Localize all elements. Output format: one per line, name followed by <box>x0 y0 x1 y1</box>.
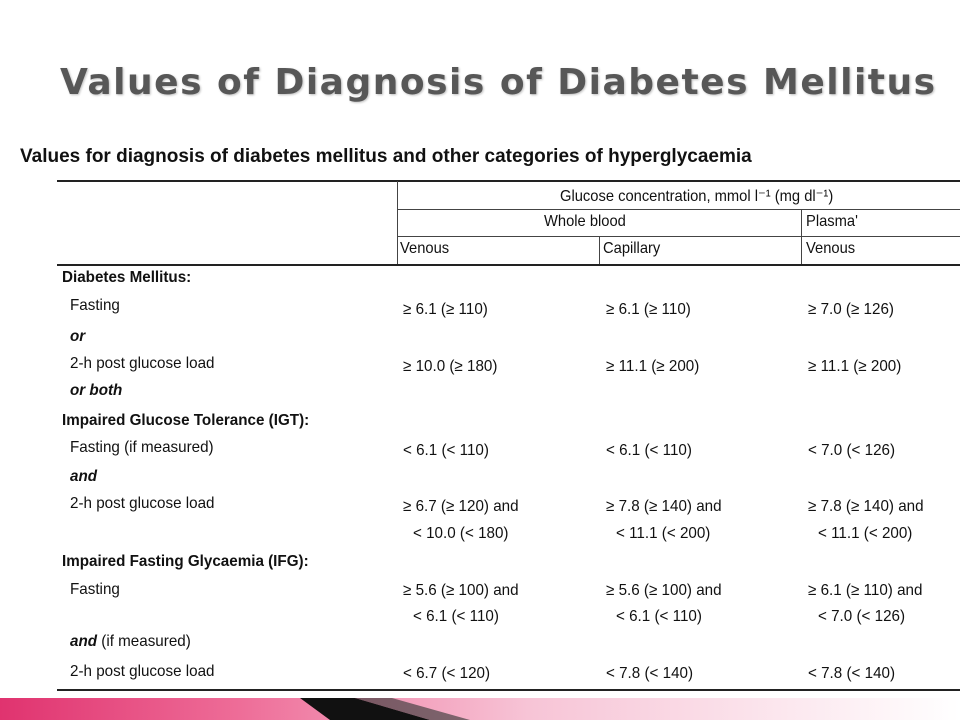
connector-and-ifg: and <box>70 633 98 650</box>
cell-igt-2h-plasma-line1: ≥ 7.8 (≥ 140) and <box>808 498 924 515</box>
row-label-ifg-2h: 2-h post glucose load <box>70 663 215 680</box>
header-rule-2 <box>397 236 960 237</box>
cell-igt-fasting-capillary: < 6.1 (< 110) <box>606 442 692 459</box>
header-capillary: Capillary <box>603 240 661 257</box>
connector-or-both: or both <box>70 382 123 399</box>
row-label-igt-2h: 2-h post glucose load <box>70 495 215 512</box>
cell-dm-2h-venous: ≥ 10.0 (≥ 180) <box>403 358 498 375</box>
cell-igt-fasting-venous: < 6.1 (< 110) <box>403 442 489 459</box>
header-vrule-3 <box>801 210 802 264</box>
cell-igt-2h-capillary-line1: ≥ 7.8 (≥ 140) and <box>606 498 722 515</box>
cell-igt-fasting-plasma: < 7.0 (< 126) <box>808 442 896 459</box>
bottom-bar-grey-wedge <box>355 698 470 720</box>
cell-igt-2h-capillary-line2: < 11.1 (< 200) <box>616 525 711 542</box>
connector-or: or <box>70 328 86 345</box>
header-venous-plasma: Venous <box>806 240 856 257</box>
cell-igt-2h-venous-line1: ≥ 6.7 (≥ 120) and <box>403 498 519 515</box>
bottom-bar-black-wedge <box>300 698 430 720</box>
table-bottom-rule <box>57 689 960 691</box>
cell-dm-2h-plasma: ≥ 11.1 (≥ 200) <box>808 358 902 375</box>
category-diabetes-mellitus: Diabetes Mellitus: <box>62 269 192 286</box>
header-vrule-2 <box>599 237 600 264</box>
header-bottom-rule <box>57 264 960 266</box>
cell-ifg-fasting-capillary-line2: < 6.1 (< 110) <box>616 608 702 625</box>
cell-dm-fasting-venous: ≥ 6.1 (≥ 110) <box>403 301 488 318</box>
if-measured-note: (if measured) <box>97 633 191 650</box>
bottom-bar-pink-gradient <box>0 698 960 720</box>
decorative-bottom-bar <box>0 698 960 720</box>
cell-ifg-2h-capillary: < 7.8 (< 140) <box>606 665 694 682</box>
slide-title: Values of Diagnosis of Diabetes Mellitus <box>60 62 937 103</box>
cell-ifg-fasting-capillary-line1: ≥ 5.6 (≥ 100) and <box>606 582 722 599</box>
row-label-dm-fasting: Fasting <box>70 297 120 314</box>
cell-ifg-fasting-plasma-line1: ≥ 6.1 (≥ 110) and <box>808 582 923 599</box>
cell-ifg-fasting-plasma-line2: < 7.0 (< 126) <box>818 608 906 625</box>
cell-dm-fasting-plasma: ≥ 7.0 (≥ 126) <box>808 301 894 318</box>
cell-ifg-2h-plasma: < 7.8 (< 140) <box>808 665 896 682</box>
cell-igt-2h-plasma-line2: < 11.1 (< 200) <box>818 525 913 542</box>
cell-dm-2h-capillary: ≥ 11.1 (≥ 200) <box>606 358 700 375</box>
connector-and-igt: and <box>70 468 98 485</box>
cell-ifg-2h-venous: < 6.7 (< 120) <box>403 665 491 682</box>
header-glucose-concentration: Glucose concentration, mmol l⁻¹ (mg dl⁻¹… <box>560 188 834 205</box>
row-label-ifg-fasting: Fasting <box>70 581 120 598</box>
cell-ifg-fasting-venous-line2: < 6.1 (< 110) <box>413 608 499 625</box>
row-label-igt-fasting: Fasting (if measured) <box>70 439 214 456</box>
header-vrule-1 <box>397 181 398 264</box>
cell-ifg-fasting-venous-line1: ≥ 5.6 (≥ 100) and <box>403 582 519 599</box>
header-venous-whole-blood: Venous <box>400 240 450 257</box>
category-ifg: Impaired Fasting Glycaemia (IFG): <box>62 553 309 570</box>
header-whole-blood: Whole blood <box>544 213 626 230</box>
table-caption: Values for diagnosis of diabetes mellitu… <box>20 146 752 167</box>
header-rule-1 <box>397 209 960 210</box>
row-label-dm-2h: 2-h post glucose load <box>70 355 215 372</box>
cell-dm-fasting-capillary: ≥ 6.1 (≥ 110) <box>606 301 691 318</box>
table-top-rule <box>57 180 960 182</box>
cell-igt-2h-venous-line2: < 10.0 (< 180) <box>413 525 509 542</box>
row-label-ifg-and-if-measured: and (if measured) <box>70 628 191 656</box>
header-plasma: Plasma' <box>806 213 858 230</box>
category-igt: Impaired Glucose Tolerance (IGT): <box>62 412 310 429</box>
